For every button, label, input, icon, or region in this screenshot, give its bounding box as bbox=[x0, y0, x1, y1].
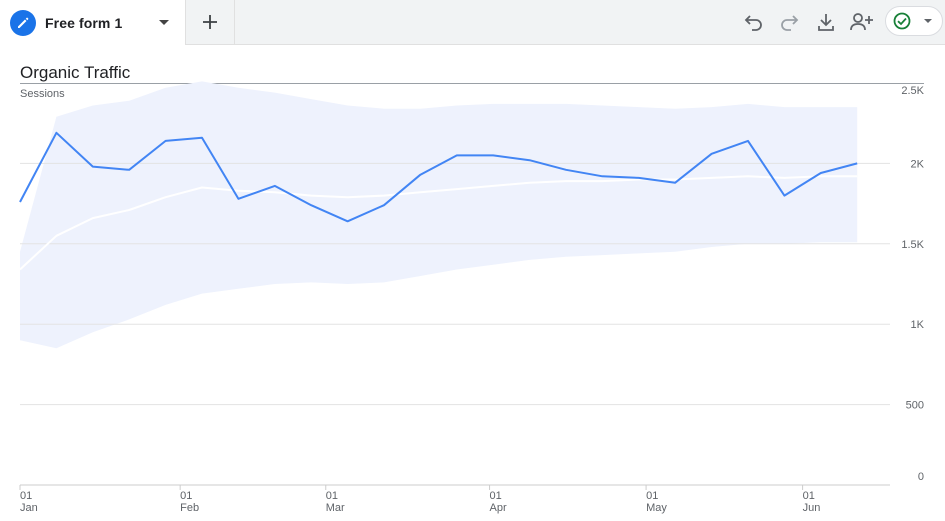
undo-button[interactable] bbox=[740, 8, 768, 36]
x-tick-day-label: 01 bbox=[490, 490, 502, 502]
y-tick-label: 2.5K bbox=[901, 85, 924, 97]
plus-icon bbox=[203, 15, 217, 29]
redo-button[interactable] bbox=[775, 8, 803, 36]
y-tick-label: 1K bbox=[911, 319, 925, 331]
redo-icon bbox=[781, 15, 799, 31]
x-tick-month-label: Apr bbox=[490, 502, 507, 514]
undo-icon bbox=[744, 15, 762, 31]
x-tick-day-label: 01 bbox=[803, 490, 815, 502]
y-tick-label: 1.5K bbox=[901, 239, 924, 251]
download-button[interactable] bbox=[812, 8, 840, 36]
x-tick-month-label: Jun bbox=[803, 502, 821, 514]
edit-pencil-icon[interactable] bbox=[10, 10, 36, 36]
x-tick-day-label: 01 bbox=[180, 490, 192, 502]
y-tick-label: 500 bbox=[906, 400, 924, 412]
x-tick-day-label: 01 bbox=[20, 490, 32, 502]
chart-title: Organic Traffic bbox=[20, 63, 131, 82]
download-icon bbox=[818, 14, 834, 31]
title-divider bbox=[20, 83, 924, 84]
tab-label: Free form 1 bbox=[45, 15, 123, 31]
x-tick-day-label: 01 bbox=[646, 490, 658, 502]
check-circle-icon bbox=[893, 12, 911, 30]
x-tick-month-label: Mar bbox=[326, 502, 345, 514]
share-button[interactable] bbox=[846, 8, 874, 36]
y-tick-label: 0 bbox=[918, 471, 924, 483]
x-tick-month-label: Feb bbox=[180, 502, 199, 514]
x-tick-month-label: May bbox=[646, 502, 667, 514]
confidence-band bbox=[20, 81, 858, 349]
x-tick-day-label: 01 bbox=[326, 490, 338, 502]
share-user-icon bbox=[850, 13, 873, 31]
add-tab-button[interactable] bbox=[186, 0, 235, 44]
tab-free-form[interactable]: Free form 1 bbox=[0, 0, 186, 45]
chart-metric-label: Sessions bbox=[20, 88, 65, 100]
status-menu-button[interactable] bbox=[885, 6, 943, 36]
series-line-sessions bbox=[19, 131, 858, 223]
y-tick-label: 2K bbox=[911, 158, 925, 170]
series-line-trend bbox=[19, 175, 858, 271]
tab-menu-caret-icon[interactable] bbox=[159, 20, 169, 25]
chevron-down-icon bbox=[924, 19, 932, 23]
x-tick-month-label: Jan bbox=[20, 502, 38, 514]
